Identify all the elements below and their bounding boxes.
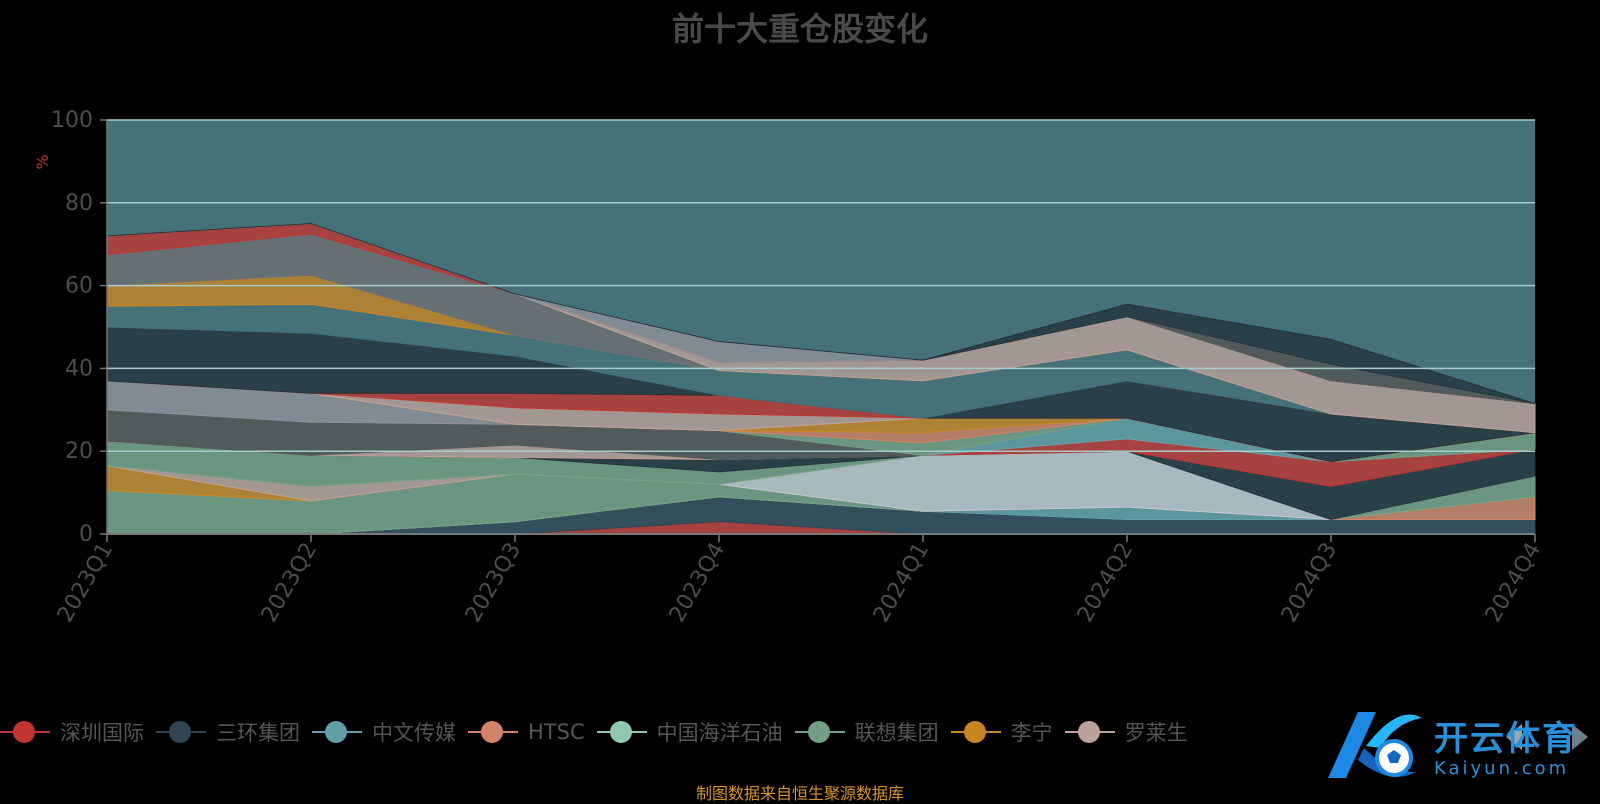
legend-item[interactable]: 三环集团 — [156, 717, 300, 747]
y-tick-label: 40 — [65, 356, 93, 381]
y-tick-label: 60 — [65, 274, 93, 299]
legend-marker-icon — [596, 720, 647, 744]
source-note: 制图数据来自恒生聚源数据库 — [695, 784, 904, 803]
grid-lines — [107, 119, 1535, 452]
legend-item[interactable]: 罗莱生 — [1064, 717, 1188, 747]
arrow-right-icon[interactable] — [1572, 724, 1588, 750]
x-tick-label: 2024Q1 — [869, 539, 934, 627]
legend-item[interactable]: 中文传媒 — [312, 717, 456, 747]
legend-marker-icon — [312, 720, 362, 744]
legend-label: 三环集团 — [216, 721, 300, 745]
legend-marker-icon — [156, 720, 206, 744]
legend-label: HTSC — [528, 720, 585, 744]
legend-item[interactable]: 联想集团 — [794, 717, 939, 747]
legend-marker-icon — [794, 720, 845, 744]
legend-marker-icon — [0, 720, 50, 744]
legend-marker-icon — [1064, 720, 1115, 744]
x-tick-label: 2024Q2 — [1073, 539, 1138, 627]
x-tick-label: 2024Q4 — [1481, 539, 1546, 627]
watermark-text-cn: 开云体育 — [1434, 719, 1578, 759]
logo-icon — [1328, 712, 1422, 778]
x-tick-label: 2023Q4 — [665, 539, 730, 627]
legend-label: 李宁 — [1010, 721, 1053, 745]
y-tick-label: 80 — [65, 191, 93, 216]
chart-title: 前十大重仓股变化 — [671, 10, 928, 48]
legend: 深圳国际 三环集团 中文传媒 HTSC 中国海洋石油 联想集团 李宁 罗莱生 — [0, 712, 1200, 752]
x-axis-ticks: 2023Q1 2023Q2 2023Q3 2023Q4 2024Q1 2024Q2 2024… — [53, 533, 1546, 627]
legend-pager — [1506, 724, 1588, 750]
legend-label: 中国海洋石油 — [656, 721, 783, 745]
legend-item[interactable]: 深圳国际 — [0, 717, 144, 747]
x-tick-label: 2023Q2 — [257, 539, 322, 627]
y-tick-label: 20 — [65, 439, 93, 464]
arrow-left-icon[interactable] — [1506, 724, 1522, 750]
legend-label: 深圳国际 — [60, 721, 144, 745]
legend-label: 中文传媒 — [372, 721, 456, 745]
legend-label: 罗莱生 — [1124, 721, 1188, 745]
y-axis-ticks: 0 20 40 60 80 100 — [51, 108, 108, 547]
legend-item[interactable]: 李宁 — [950, 717, 1053, 747]
watermark-text-en: Kaiyun.com — [1434, 758, 1570, 779]
x-tick-label: 2023Q3 — [461, 539, 526, 627]
y-tick-label: 0 — [79, 522, 93, 547]
legend-label: 联想集团 — [854, 721, 939, 745]
y-tick-label: 100 — [51, 108, 93, 133]
legend-item[interactable]: 中国海洋石油 — [596, 717, 783, 747]
area-series-32 — [106, 222, 1536, 405]
y-axis-label: % — [33, 154, 52, 169]
x-tick-label: 2023Q1 — [53, 539, 118, 627]
legend-item[interactable]: HTSC — [468, 720, 585, 744]
legend-marker-icon — [950, 720, 1001, 744]
watermark: 开云体育 Kaiyun.com — [1318, 700, 1578, 790]
x-tick-label: 2024Q3 — [1277, 539, 1342, 627]
legend-marker-icon — [468, 720, 518, 744]
